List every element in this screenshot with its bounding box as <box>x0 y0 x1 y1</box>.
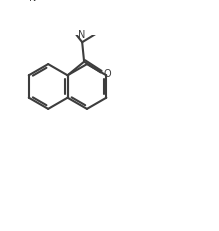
Text: O: O <box>104 69 111 79</box>
Text: N: N <box>78 30 86 40</box>
Text: N: N <box>29 0 36 3</box>
